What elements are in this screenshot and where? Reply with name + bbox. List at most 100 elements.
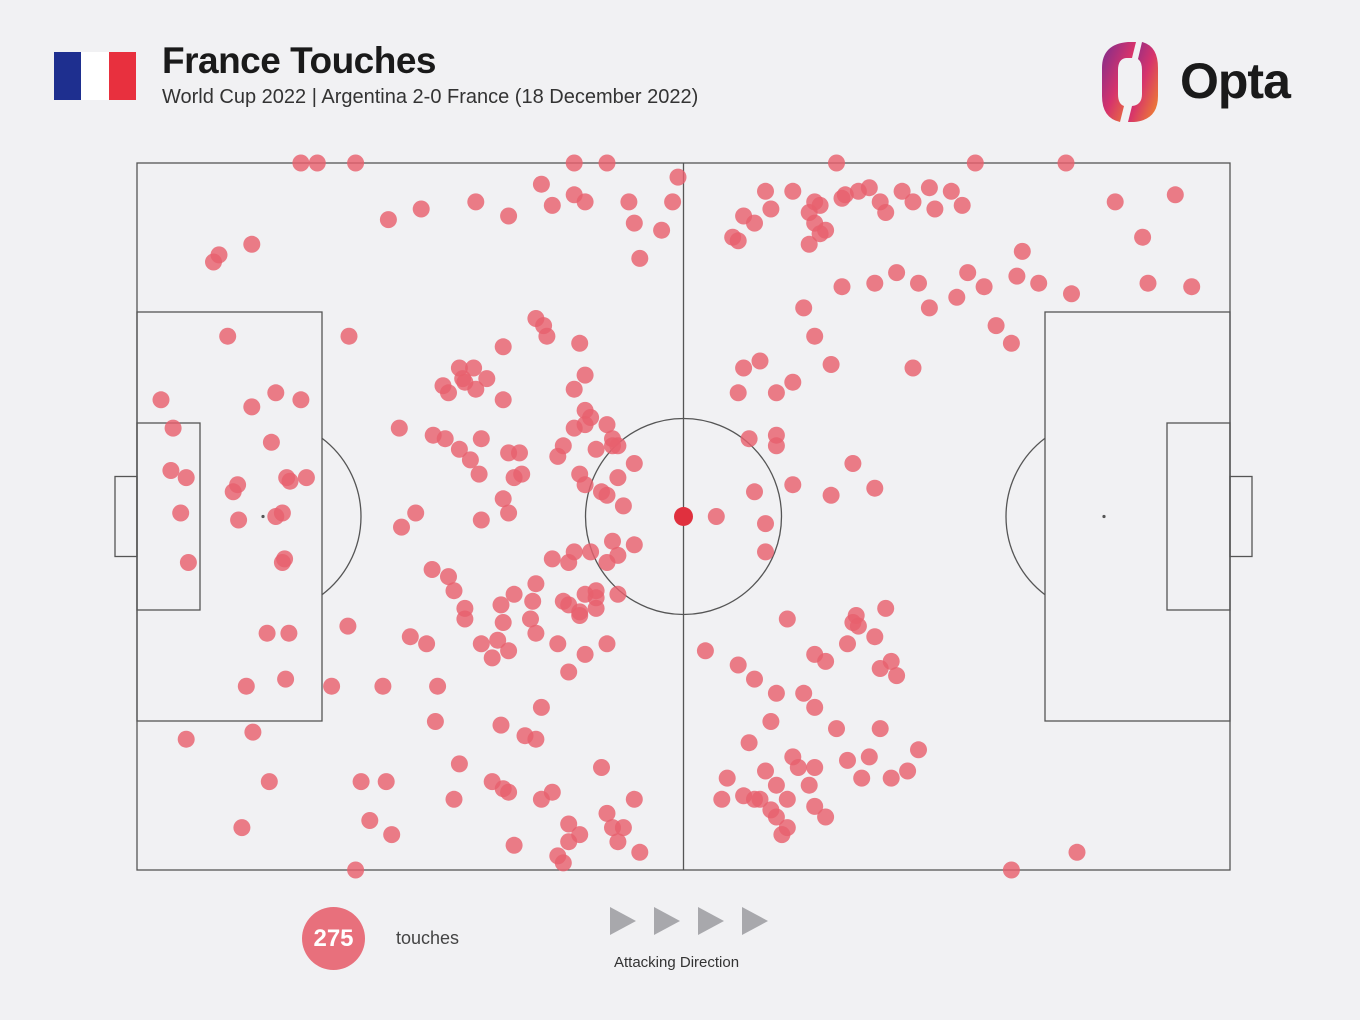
touch-point [492, 716, 510, 734]
touch-point [436, 430, 454, 448]
touch-point [383, 826, 401, 844]
touch-point [276, 550, 294, 568]
touch-point [784, 476, 802, 494]
touch-point [1002, 334, 1020, 352]
touch-point [620, 193, 638, 211]
touch-point [778, 610, 796, 628]
left-penalty-arc [321, 437, 362, 596]
touch-point [751, 352, 769, 370]
touch-point [844, 455, 862, 472]
touch-point [527, 624, 545, 642]
touch-point [1030, 274, 1048, 292]
touch-point [598, 635, 616, 653]
touch-point [625, 536, 643, 554]
touch-point [571, 826, 589, 844]
touch-point [500, 642, 518, 660]
touch-point [839, 751, 856, 769]
touch-point [472, 635, 490, 653]
touch-point [1008, 267, 1026, 285]
touch-point [598, 804, 616, 822]
touch-point [467, 193, 485, 211]
touch-point [429, 677, 447, 695]
touch-point [767, 684, 785, 702]
touch-point [560, 663, 578, 681]
touch-point [795, 299, 813, 317]
touch-point [1134, 228, 1152, 246]
touch-point [465, 359, 483, 377]
touch-point [494, 490, 512, 508]
touch-point [347, 861, 365, 879]
touch-point [604, 437, 621, 455]
touch-point [904, 359, 922, 377]
touch-point [280, 624, 298, 642]
touch-point [260, 773, 278, 791]
touch-point [576, 193, 594, 211]
touch-point [423, 561, 441, 578]
touch-point [571, 334, 589, 352]
touch-point [784, 182, 802, 200]
touch-point [609, 469, 627, 487]
touch-point [953, 196, 971, 214]
touch-point [179, 554, 197, 571]
opta-mark-icon [1102, 42, 1158, 122]
touch-point [784, 373, 802, 391]
touch-point [926, 200, 944, 218]
touch-point [795, 684, 813, 702]
touch-point [1183, 278, 1201, 296]
touch-point [500, 444, 518, 462]
touch-point [281, 472, 299, 490]
touch-point [494, 391, 512, 409]
touch-point [230, 511, 248, 529]
touch-point [942, 182, 960, 200]
touch-point [817, 808, 835, 826]
touch-point [828, 720, 845, 738]
left-penalty-spot [261, 514, 265, 519]
touch-point [401, 628, 419, 646]
touch-point [152, 391, 170, 409]
touch-point [456, 599, 474, 617]
touch-point [587, 440, 605, 458]
touch-point [871, 720, 889, 738]
touch-point [778, 790, 796, 808]
touch-point [893, 182, 911, 200]
touch-point [789, 759, 807, 776]
touch-point [625, 790, 643, 808]
touch-point [817, 652, 835, 670]
play-triangle-icon [742, 907, 768, 935]
touch-point [237, 677, 255, 695]
touch-point [729, 384, 747, 402]
touch-point [522, 610, 539, 628]
touch-point [470, 465, 488, 483]
touch-point [244, 723, 262, 741]
attacking-direction-label: Attacking Direction [614, 954, 740, 971]
touch-count-label: touches [396, 928, 460, 948]
touch-point [374, 677, 392, 695]
touch-point [631, 249, 649, 267]
touch-point [445, 790, 463, 808]
touch-point [762, 200, 780, 218]
touch-point [472, 511, 490, 529]
touch-point [527, 575, 545, 593]
touch-point [440, 568, 457, 586]
touch-point [828, 154, 845, 172]
touch-point [472, 430, 490, 448]
touch-point [172, 504, 190, 522]
touch-point [379, 211, 397, 229]
touch-point [483, 649, 501, 667]
touch-point [806, 759, 824, 776]
touch-point [571, 607, 589, 624]
touch-point [910, 741, 927, 759]
touch-point [877, 204, 895, 221]
touch-point [987, 317, 1005, 335]
touch-point [614, 497, 632, 515]
touch-point [966, 154, 984, 172]
chart-title: France Touches [162, 40, 437, 81]
touch-point [669, 168, 687, 186]
touch-point [757, 515, 774, 533]
left-six-yard-box [136, 422, 201, 611]
touch-point [347, 154, 365, 172]
touch-point [598, 554, 616, 571]
flag-blue-stripe [54, 52, 82, 100]
touch-point [352, 773, 370, 791]
touch-point [800, 235, 818, 253]
